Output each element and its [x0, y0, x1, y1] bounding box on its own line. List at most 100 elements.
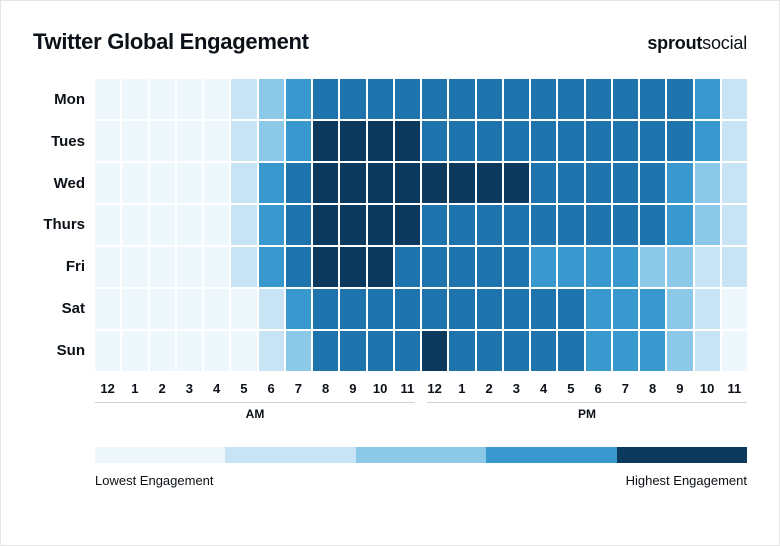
heatmap-cell	[95, 247, 120, 287]
heatmap-cell	[477, 205, 502, 245]
heatmap-cell	[368, 121, 393, 161]
heatmap-cell	[286, 121, 311, 161]
heatmap-row	[95, 205, 747, 245]
heatmap-cell	[613, 331, 638, 371]
heatmap-cell	[422, 289, 447, 329]
heatmap-cell	[531, 121, 556, 161]
heatmap-cell	[259, 79, 284, 119]
heatmap-row	[95, 247, 747, 287]
hour-label: 5	[231, 381, 256, 396]
hour-label: 10	[368, 381, 393, 396]
am-label: AM	[246, 407, 265, 421]
heatmap-row	[95, 79, 747, 119]
heatmap-cell	[695, 205, 720, 245]
heatmap-cell	[531, 331, 556, 371]
day-label: Mon	[33, 79, 89, 121]
heatmap-cell	[449, 163, 474, 203]
brand-light: social	[702, 33, 747, 53]
day-labels: MonTuesWedThursFriSatSun	[33, 79, 89, 371]
heatmap-cell	[95, 163, 120, 203]
hour-label: 12	[422, 381, 447, 396]
heatmap-cell	[586, 163, 611, 203]
heatmap-cell	[204, 247, 229, 287]
heatmap-cell	[395, 247, 420, 287]
heatmap-cell	[204, 289, 229, 329]
brand-logo: sproutsocial	[647, 33, 747, 54]
hour-label: 3	[504, 381, 529, 396]
heatmap-cell	[259, 331, 284, 371]
heatmap-cell	[586, 289, 611, 329]
hour-label: 2	[150, 381, 175, 396]
heatmap-cell	[286, 205, 311, 245]
heatmap-cell	[722, 205, 747, 245]
meridiem-divider	[95, 402, 415, 403]
heatmap-cell	[449, 205, 474, 245]
heatmap-cell	[231, 205, 256, 245]
heatmap-cell	[558, 121, 583, 161]
heatmap-cell	[504, 79, 529, 119]
heatmap-cell	[150, 289, 175, 329]
heatmap-cell	[422, 205, 447, 245]
heatmap-cell	[449, 79, 474, 119]
heatmap-cell	[177, 205, 202, 245]
heatmap-cell	[449, 121, 474, 161]
heatmap-cell	[122, 289, 147, 329]
heatmap-cell	[150, 79, 175, 119]
heatmap-cell	[122, 331, 147, 371]
heatmap-cell	[640, 205, 665, 245]
heatmap-cell	[340, 121, 365, 161]
heatmap-cell	[695, 331, 720, 371]
heatmap-cell	[340, 205, 365, 245]
heatmap-cell	[722, 121, 747, 161]
hour-labels-wrap: 121234567891011121234567891011	[33, 381, 747, 396]
heatmap-cell	[477, 79, 502, 119]
heatmap-cell	[286, 289, 311, 329]
header: Twitter Global Engagement sproutsocial	[33, 29, 747, 55]
heatmap-cell	[558, 331, 583, 371]
heatmap-cell	[95, 331, 120, 371]
heatmap-row	[95, 163, 747, 203]
heatmap-cell	[150, 163, 175, 203]
day-label: Wed	[33, 162, 89, 204]
hour-label: 6	[586, 381, 611, 396]
heatmap-cell	[395, 205, 420, 245]
heatmap-cell	[259, 121, 284, 161]
heatmap-cell	[313, 121, 338, 161]
heatmap-cell	[558, 205, 583, 245]
heatmap-cell	[204, 121, 229, 161]
heatmap-cell	[667, 205, 692, 245]
heatmap-cell	[122, 247, 147, 287]
heatmap-cell	[504, 331, 529, 371]
heatmap-cell	[340, 247, 365, 287]
heatmap-cell	[368, 79, 393, 119]
heatmap-cell	[586, 79, 611, 119]
heatmap-cell	[95, 289, 120, 329]
heatmap-cell	[177, 331, 202, 371]
heatmap-cell	[313, 79, 338, 119]
heatmap-cell	[395, 331, 420, 371]
engagement-heatmap-card: Twitter Global Engagement sproutsocial M…	[0, 0, 780, 546]
heatmap-cell	[177, 163, 202, 203]
heatmap-cell	[449, 331, 474, 371]
heatmap-cell	[204, 79, 229, 119]
heatmap-cell	[613, 289, 638, 329]
heatmap-cell	[504, 121, 529, 161]
heatmap-cell	[259, 289, 284, 329]
heatmap-cell	[558, 163, 583, 203]
heatmap-cell	[722, 163, 747, 203]
legend: Lowest Engagement Highest Engagement	[95, 447, 747, 488]
heatmap-cell	[722, 247, 747, 287]
heatmap-cell	[395, 79, 420, 119]
heatmap-cell	[231, 331, 256, 371]
heatmap-cell	[395, 163, 420, 203]
heatmap-cell	[531, 205, 556, 245]
heatmap-cell	[177, 79, 202, 119]
heatmap-cell	[504, 247, 529, 287]
day-label: Tues	[33, 121, 89, 163]
heatmap-cell	[122, 205, 147, 245]
heatmap-cell	[449, 289, 474, 329]
day-label: Sun	[33, 329, 89, 371]
heatmap-cell	[667, 289, 692, 329]
am-block: AM	[95, 402, 415, 421]
brand-bold: sprout	[647, 33, 702, 53]
